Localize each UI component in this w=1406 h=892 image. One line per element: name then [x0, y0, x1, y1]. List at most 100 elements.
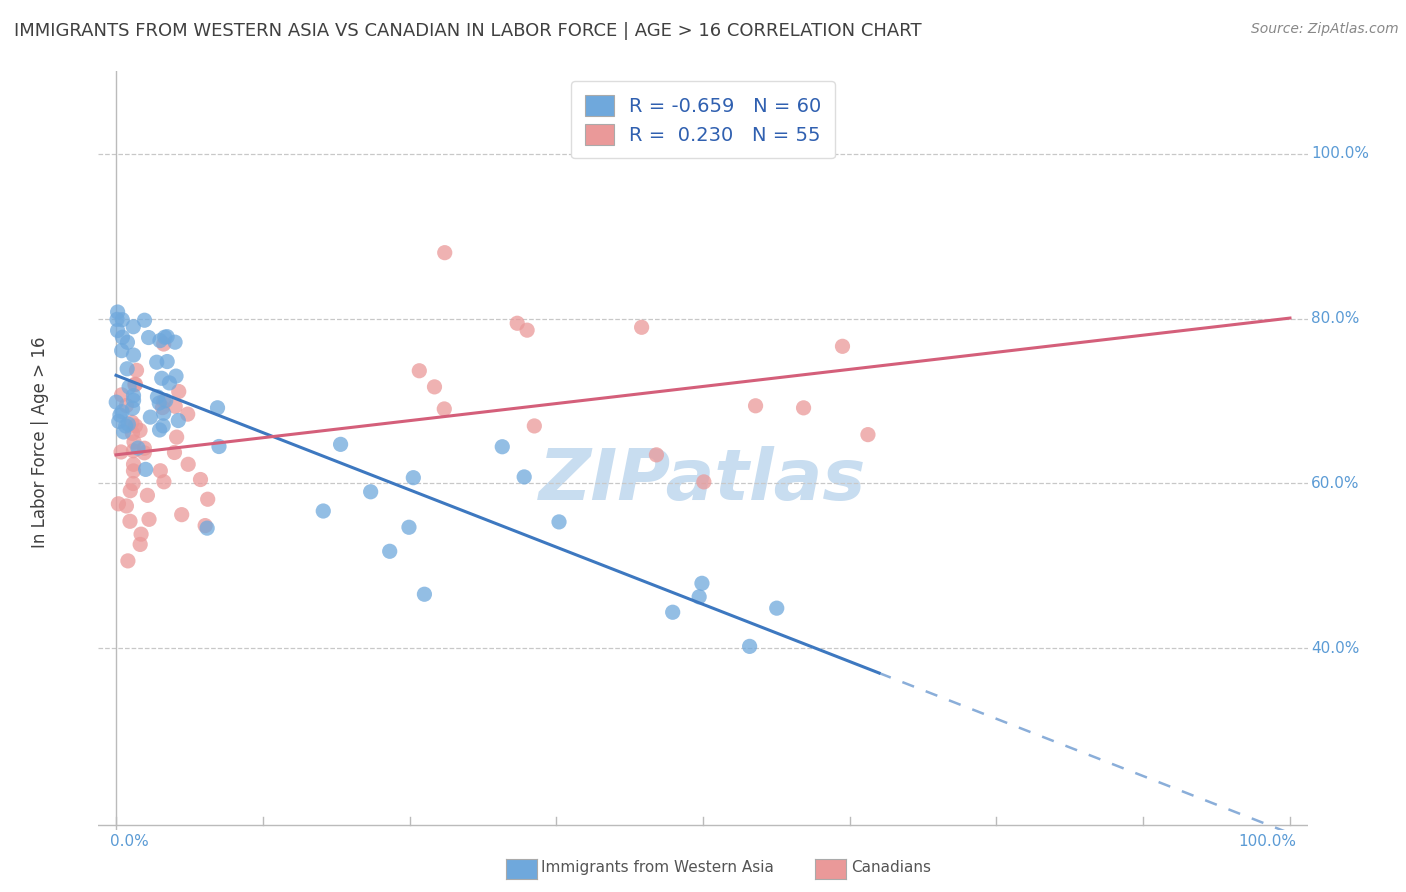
- Point: [138, 330, 160, 344]
- Point: [155, 393, 177, 408]
- Point: [165, 369, 187, 384]
- Point: [152, 418, 174, 433]
- Point: [115, 399, 138, 413]
- Point: [153, 330, 176, 344]
- Point: [156, 329, 179, 343]
- Point: [107, 414, 129, 428]
- Point: [433, 245, 456, 260]
- Point: [134, 442, 156, 456]
- Point: [121, 401, 143, 416]
- Point: [138, 512, 160, 526]
- Point: [107, 497, 129, 511]
- Point: [134, 313, 156, 327]
- Point: [165, 400, 187, 414]
- Point: [115, 361, 138, 376]
- Point: [129, 424, 152, 438]
- Point: [117, 417, 139, 432]
- Point: [122, 388, 145, 402]
- Text: 40.0%: 40.0%: [1312, 640, 1360, 656]
- Point: [197, 492, 219, 507]
- Point: [121, 415, 143, 429]
- Point: [523, 419, 546, 434]
- Point: [195, 521, 218, 535]
- Point: [208, 440, 231, 454]
- Text: In Labor Force | Age > 16: In Labor Force | Age > 16: [31, 336, 49, 548]
- Point: [688, 590, 710, 604]
- Point: [513, 470, 536, 484]
- Point: [122, 319, 145, 334]
- Point: [108, 408, 131, 422]
- Point: [148, 396, 170, 410]
- Text: Immigrants from Western Asia: Immigrants from Western Asia: [541, 861, 775, 875]
- Point: [149, 464, 172, 478]
- Point: [408, 364, 430, 378]
- Point: [167, 413, 190, 427]
- Point: [765, 601, 787, 615]
- Point: [111, 330, 134, 344]
- Point: [548, 515, 571, 529]
- Point: [152, 394, 174, 409]
- Text: 80.0%: 80.0%: [1312, 311, 1360, 326]
- Text: 60.0%: 60.0%: [1312, 476, 1360, 491]
- Point: [124, 418, 146, 433]
- Point: [413, 587, 436, 601]
- Point: [125, 363, 148, 377]
- Point: [163, 445, 186, 459]
- Point: [117, 335, 139, 350]
- Point: [165, 335, 187, 350]
- Point: [118, 380, 141, 394]
- Point: [630, 320, 652, 334]
- Point: [738, 640, 761, 654]
- Text: ZIPatlas: ZIPatlas: [540, 446, 866, 516]
- Point: [124, 377, 146, 392]
- Point: [105, 312, 128, 326]
- Point: [360, 484, 382, 499]
- Point: [645, 448, 668, 462]
- Point: [114, 419, 136, 434]
- Point: [148, 423, 170, 437]
- Point: [122, 434, 145, 449]
- Point: [398, 520, 420, 534]
- Text: IMMIGRANTS FROM WESTERN ASIA VS CANADIAN IN LABOR FORCE | AGE > 16 CORRELATION C: IMMIGRANTS FROM WESTERN ASIA VS CANADIAN…: [14, 22, 922, 40]
- Point: [207, 401, 229, 415]
- Point: [145, 355, 167, 369]
- Point: [111, 343, 134, 358]
- Text: Canadians: Canadians: [851, 861, 931, 875]
- Text: 0.0%: 0.0%: [110, 834, 149, 848]
- Point: [150, 371, 173, 385]
- Point: [139, 410, 162, 425]
- Point: [166, 430, 188, 444]
- Point: [156, 354, 179, 368]
- Point: [152, 406, 174, 420]
- Point: [402, 471, 425, 485]
- Point: [153, 475, 176, 489]
- Point: [115, 499, 138, 513]
- Point: [122, 393, 145, 408]
- Point: [506, 316, 529, 330]
- Point: [107, 323, 129, 337]
- Point: [129, 537, 152, 551]
- Point: [110, 445, 132, 459]
- Point: [112, 425, 135, 439]
- Point: [167, 384, 190, 399]
- Point: [110, 388, 132, 402]
- Point: [793, 401, 815, 415]
- Point: [177, 458, 200, 472]
- Point: [111, 405, 134, 419]
- Point: [433, 401, 456, 416]
- Point: [693, 475, 716, 489]
- Point: [134, 446, 156, 460]
- Point: [152, 401, 174, 415]
- Point: [146, 390, 169, 404]
- Point: [129, 527, 152, 541]
- Point: [122, 458, 145, 472]
- Point: [120, 483, 142, 498]
- Point: [127, 441, 149, 455]
- Legend: R = -0.659   N = 60, R =  0.230   N = 55: R = -0.659 N = 60, R = 0.230 N = 55: [571, 81, 835, 159]
- Point: [423, 380, 446, 394]
- Point: [121, 426, 143, 441]
- Point: [856, 427, 879, 442]
- Point: [194, 518, 217, 533]
- Point: [176, 407, 198, 421]
- Point: [124, 377, 146, 392]
